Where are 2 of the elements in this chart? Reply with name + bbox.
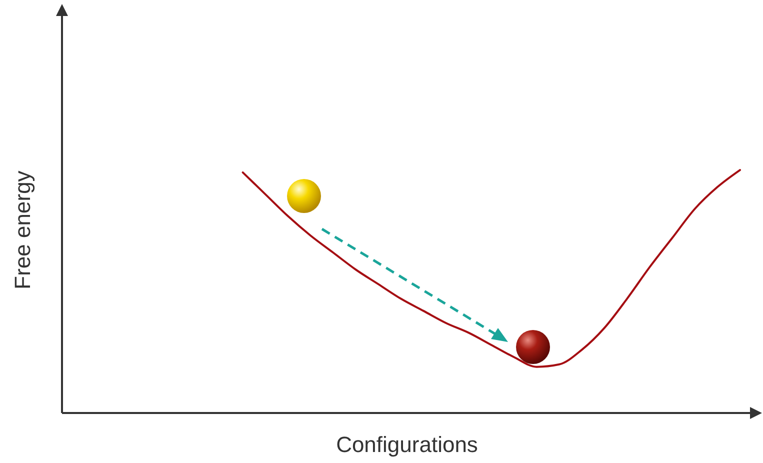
y-axis-title: Free energy bbox=[10, 170, 35, 290]
x-axis-title: Configurations bbox=[336, 432, 478, 457]
